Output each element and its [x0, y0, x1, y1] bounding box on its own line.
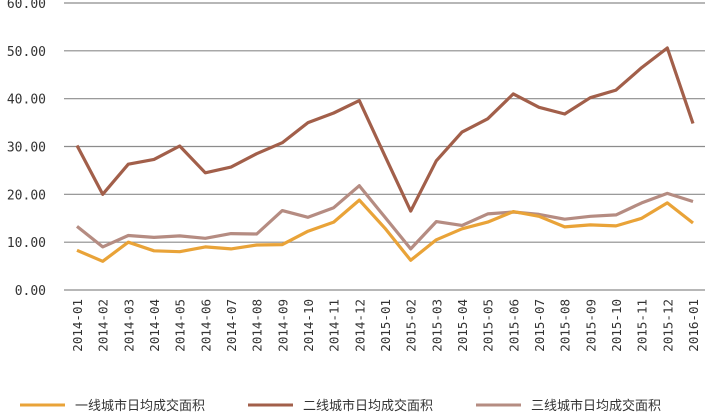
x-tick-label: 2015-01 — [378, 299, 393, 352]
y-tick-label: 30.00 — [7, 141, 46, 156]
series-line-1 — [76, 198, 694, 263]
series-lines — [75, 46, 695, 263]
y-tick-label: 60.00 — [7, 0, 46, 12]
x-tick-label: 2014-08 — [250, 299, 265, 352]
x-tick-label: 2015-10 — [609, 299, 624, 352]
y-axis-ticks: 0.00 10.00 20.00 30.00 40.00 50.00 60.00 — [7, 0, 46, 299]
x-tick-label: 2015-05 — [481, 299, 496, 352]
gridlines — [64, 2, 705, 291]
x-tick-label: 2015-06 — [506, 299, 521, 352]
x-tick-label: 2014-07 — [224, 299, 239, 352]
y-tick-label: 50.00 — [7, 45, 46, 60]
x-tick-label: 2015-11 — [635, 299, 650, 352]
legend-label: 二线城市日均成交面积 — [303, 398, 433, 414]
x-tick-label: 2014-09 — [275, 299, 290, 352]
series-line-2 — [75, 46, 695, 213]
x-tick-label: 2014-10 — [301, 299, 316, 352]
x-axis-ticks: 2014-01 2014-02 2014-03 2014-04 2014-05 2014-… — [70, 299, 701, 352]
x-tick-label: 2014-01 — [70, 299, 85, 352]
legend: 一线城市日均成交面积 二线城市日均成交面积 三线城市日均成交面积 — [20, 398, 661, 414]
y-tick-label: 40.00 — [7, 93, 46, 108]
legend-label: 三线城市日均成交面积 — [531, 398, 661, 414]
x-tick-label: 2015-03 — [429, 299, 444, 352]
x-tick-label: 2014-05 — [173, 299, 188, 352]
x-tick-label: 2015-04 — [455, 299, 470, 352]
x-tick-label: 2015-02 — [404, 299, 419, 352]
legend-label: 一线城市日均成交面积 — [75, 398, 205, 414]
x-tick-label: 2015-08 — [558, 299, 573, 352]
x-tick-label: 2015-09 — [583, 299, 598, 352]
series-line-3 — [76, 184, 694, 251]
x-tick-label: 2015-12 — [660, 299, 675, 352]
y-tick-label: 0.00 — [15, 284, 46, 299]
x-tick-label: 2016-01 — [686, 299, 701, 352]
x-tick-label: 2014-06 — [198, 299, 213, 352]
x-tick-label: 2014-04 — [147, 299, 162, 352]
x-tick-label: 2015-07 — [532, 299, 547, 352]
x-tick-label: 2014-11 — [327, 299, 342, 352]
y-tick-label: 10.00 — [7, 236, 46, 251]
y-tick-label: 20.00 — [7, 188, 46, 203]
x-tick-label: 2014-12 — [352, 299, 367, 352]
x-tick-label: 2014-03 — [121, 299, 136, 352]
x-tick-label: 2014-02 — [96, 299, 111, 352]
